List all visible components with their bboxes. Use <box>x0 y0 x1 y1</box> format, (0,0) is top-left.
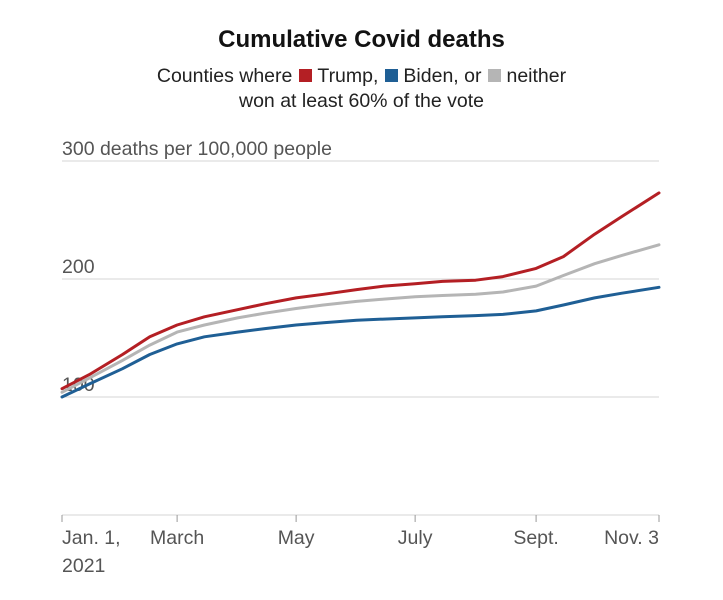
legend-swatch-trump <box>299 69 313 82</box>
legend-label-trump: Trump, <box>317 65 379 87</box>
legend-swatch-biden <box>385 69 399 82</box>
subtitle-prefix: Counties where <box>156 65 293 87</box>
series-lines <box>60 191 661 399</box>
series-line-biden <box>60 285 661 399</box>
x-tick-label: May <box>278 527 315 549</box>
x-tick-label-year: 2021 <box>62 555 105 577</box>
gridlines <box>62 160 659 516</box>
subtitle-line-1: Counties where Trump, Biden, or neither <box>0 64 723 89</box>
x-axis: Jan. 1, 2021 March May July Sept. Nov. 3 <box>61 515 660 577</box>
series-line-neither <box>60 243 661 394</box>
subtitle-line-2: won at least 60% of the vote <box>239 90 484 112</box>
legend-swatch-neither <box>488 69 502 82</box>
chart-subtitle: Counties where Trump, Biden, or neither won… <box>0 64 723 114</box>
x-tick-label: Sept. <box>513 527 559 549</box>
x-tick-label: Jan. 1, <box>62 527 121 549</box>
x-tick-label: March <box>150 527 204 549</box>
y-tick-label-200: 200 <box>62 256 95 278</box>
series-line-trump <box>60 191 661 391</box>
legend-label-biden: Biden, or <box>403 65 482 87</box>
x-tick-label: July <box>398 527 433 549</box>
x-tick-label: Nov. 3 <box>604 527 659 549</box>
y-tick-label-300: 300 deaths per 100,000 people <box>62 138 332 160</box>
legend-label-neither: neither <box>506 65 567 87</box>
chart-title: Cumulative Covid deaths <box>218 26 505 53</box>
